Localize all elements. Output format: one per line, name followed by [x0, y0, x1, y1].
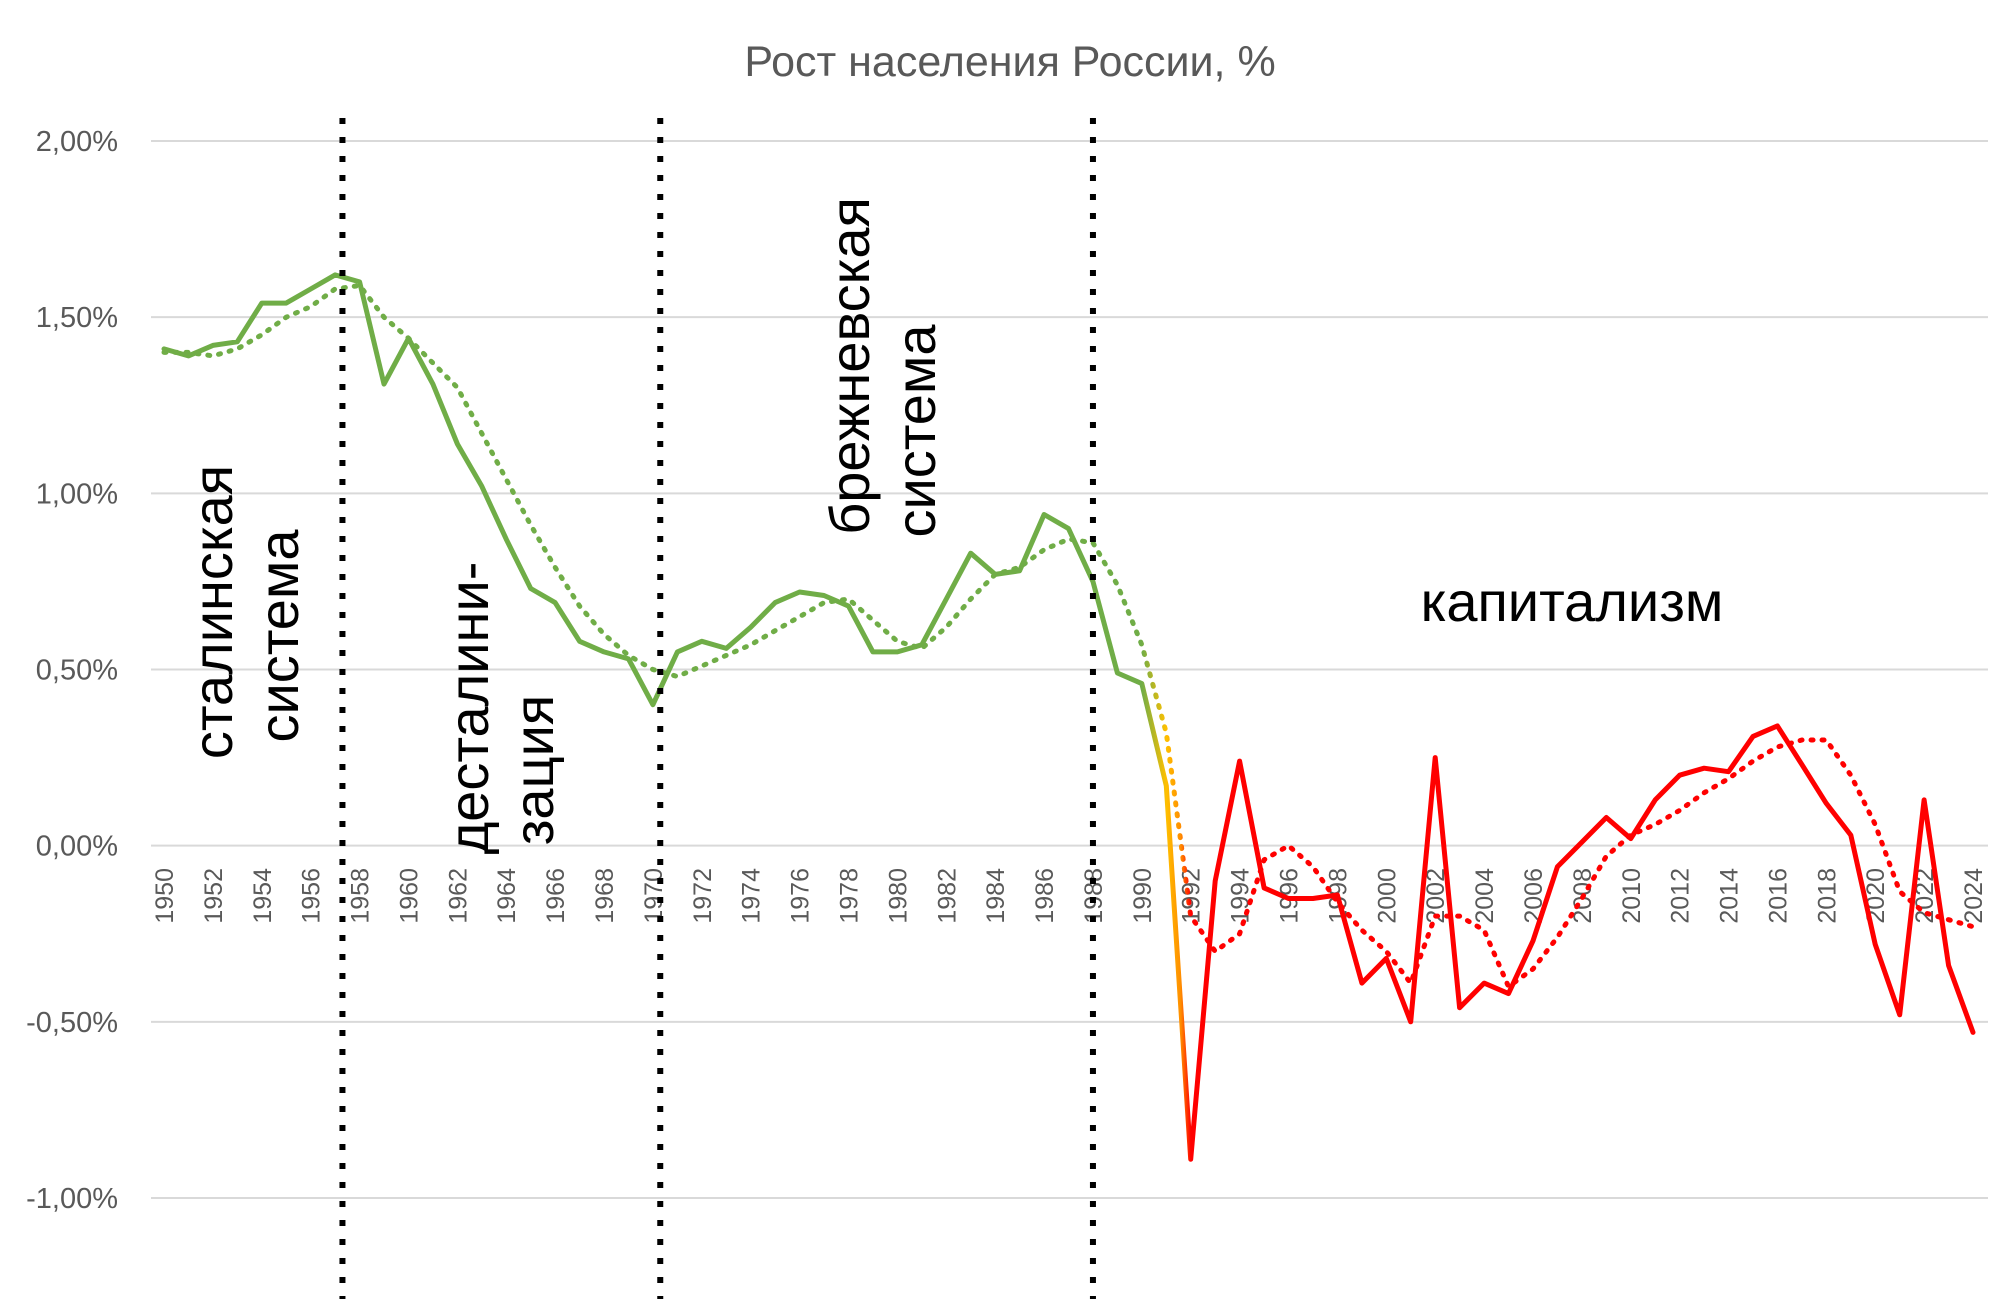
x-tick-label: 1950 — [151, 868, 179, 924]
x-tick-label: 2018 — [1813, 868, 1841, 924]
x-tick-label: 1966 — [542, 868, 570, 924]
x-tick-label: 1978 — [835, 868, 863, 924]
x-tick-label: 1974 — [738, 868, 766, 924]
x-tick-label: 1994 — [1227, 868, 1255, 924]
era-label-brezhnev-1: брежневская — [818, 197, 881, 535]
era-label-brezhnev-2: система — [884, 324, 947, 538]
x-tick-label: 1976 — [787, 868, 815, 924]
x-tick-label: 2012 — [1667, 868, 1695, 924]
x-tick-label: 1960 — [395, 868, 423, 924]
x-tick-label: 1988 — [1080, 868, 1108, 924]
era-label-destalin-2: зация — [502, 695, 565, 846]
era-label-stalin-1: сталинская — [181, 465, 244, 759]
y-tick-label: -1,00% — [26, 1183, 118, 1215]
growth-line — [161, 272, 1976, 1162]
x-tick-label: 2010 — [1618, 868, 1646, 924]
chart-title: Рост населения России, % — [744, 38, 1275, 86]
y-tick-label: 2,00% — [36, 126, 118, 158]
era-dividers — [339, 118, 1096, 1299]
x-tick-label: 1972 — [689, 868, 717, 924]
era-label-destalin-1: десталини- — [437, 562, 500, 855]
x-tick-label: 2024 — [1960, 868, 1988, 924]
x-tick-label: 2014 — [1716, 868, 1744, 924]
x-tick-label: 2016 — [1764, 868, 1792, 924]
x-tick-label: 1964 — [493, 868, 521, 924]
x-tick-label: 1982 — [933, 868, 961, 924]
gridlines — [151, 140, 1988, 1199]
x-tick-label: 1970 — [640, 868, 668, 924]
x-tick-label: 1984 — [982, 868, 1010, 924]
era-label-capitalism: капитализм — [1421, 570, 1724, 633]
y-tick-label: -0,50% — [26, 1007, 118, 1039]
growth-series — [161, 272, 1976, 1162]
x-tick-label: 2000 — [1373, 868, 1401, 924]
era-labels: сталинская система десталини- зация бреж… — [181, 197, 1723, 854]
y-axis-tick-labels: 2,00% 1,50% 1,00% 0,50% 0,00% -0,50% -1,00% — [26, 126, 118, 1215]
era-label-stalin-2: система — [247, 529, 310, 743]
trend-series — [161, 283, 1976, 990]
x-tick-label: 1958 — [347, 868, 375, 924]
y-tick-label: 1,50% — [36, 302, 118, 334]
x-tick-label: 1962 — [444, 868, 472, 924]
x-tick-label: 1986 — [1031, 868, 1059, 924]
y-tick-label: 0,00% — [36, 831, 118, 863]
x-tick-label: 1956 — [298, 868, 326, 924]
y-tick-label: 0,50% — [36, 655, 118, 687]
x-tick-label: 1980 — [884, 868, 912, 924]
x-tick-label: 1952 — [200, 868, 228, 924]
x-tick-label: 1954 — [249, 868, 277, 924]
x-tick-label: 1990 — [1129, 868, 1157, 924]
x-tick-label: 1968 — [591, 868, 619, 924]
trend-line — [161, 283, 1976, 990]
y-tick-label: 1,00% — [36, 478, 118, 510]
x-axis-tick-labels: 1950 1952 1954 1956 1958 1960 1962 1964 1966 1968… — [151, 868, 1988, 924]
x-tick-label: 2004 — [1471, 868, 1499, 924]
